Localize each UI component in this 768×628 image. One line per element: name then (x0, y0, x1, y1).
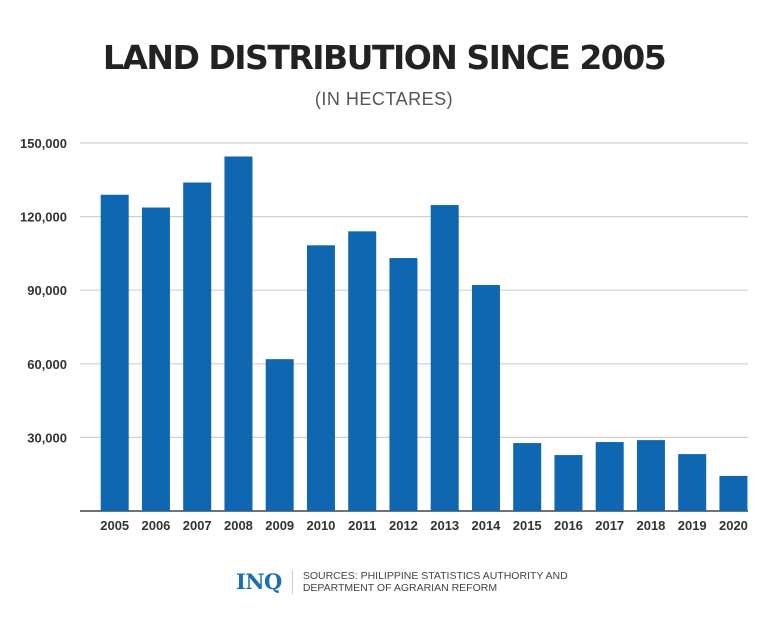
y-tick-label: 150,000 (20, 136, 67, 151)
y-tick-label: 120,000 (20, 210, 67, 225)
chart-title: LAND DISTRIBUTION SINCE 2005 (102, 38, 667, 77)
footer: INQ SOURCES: PHILIPPINE STATISTICS AUTHO… (236, 569, 568, 594)
footer-divider (291, 569, 293, 594)
source-line-1: SOURCES: PHILIPPINE STATISTICS AUTHORITY… (302, 569, 568, 582)
x-tick-label: 2009 (265, 518, 294, 533)
bar-2019 (678, 454, 707, 511)
x-tick-label: 2010 (306, 518, 335, 533)
x-tick-label: 2012 (389, 518, 418, 533)
bar-2014 (471, 285, 500, 511)
x-tick-label: 2014 (471, 518, 501, 533)
bar-2006 (141, 207, 170, 512)
bar-2012 (389, 258, 418, 511)
bar-2011 (348, 231, 377, 511)
x-tick-label: 2011 (348, 518, 376, 533)
y-tick-label: 90,000 (27, 283, 67, 298)
bar-2005 (100, 194, 129, 512)
bar-2009 (265, 359, 294, 511)
bar-2015 (513, 443, 542, 511)
bar-2018 (636, 440, 665, 511)
bar-2008 (224, 156, 253, 511)
x-tick-label: 2006 (141, 518, 170, 533)
x-tick-label: 2015 (513, 518, 542, 533)
bar-2020 (719, 475, 748, 511)
chart-subtitle: (IN HECTARES) (314, 89, 454, 109)
bar-2007 (183, 182, 212, 512)
y-tick-label: 30,000 (27, 430, 67, 445)
x-tick-label: 2005 (100, 518, 129, 533)
bar-2013 (430, 205, 459, 511)
x-tick-label: 2020 (719, 518, 748, 533)
bar-2017 (595, 442, 624, 511)
x-tick-label: 2013 (430, 518, 459, 533)
x-tick-label: 2007 (183, 518, 212, 533)
x-tick-label: 2017 (595, 518, 624, 533)
x-tick-label: 2016 (554, 518, 583, 533)
source-line-2: DEPARTMENT OF AGRARIAN REFORM (302, 581, 498, 594)
bar-2010 (306, 245, 335, 511)
inq-logo: INQ (236, 569, 282, 594)
x-tick-label: 2019 (678, 518, 707, 533)
x-tick-label: 2008 (224, 518, 253, 533)
source-note: SOURCES: PHILIPPINE STATISTICS AUTHORITY… (303, 570, 568, 594)
x-tick-label: 2018 (636, 518, 665, 533)
bar-2016 (554, 455, 583, 511)
y-tick-label: 60,000 (27, 357, 67, 372)
